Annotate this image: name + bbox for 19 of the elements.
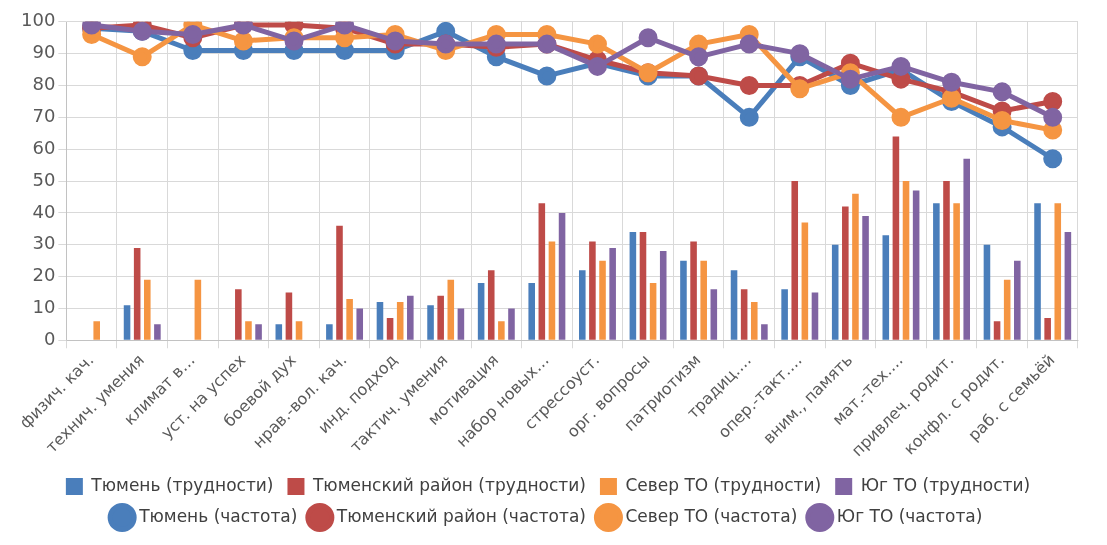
y-tick-label: 90 xyxy=(32,41,56,63)
y-tick-label: 30 xyxy=(32,232,56,254)
legend-label: Тюменский район (частота) xyxy=(335,505,586,526)
legend-label: Север ТО (частота) xyxy=(625,505,798,526)
y-tick-label: 100 xyxy=(21,9,56,31)
legend-label: Юг ТО (частота) xyxy=(836,505,983,526)
y-tick-label: 0 xyxy=(43,327,56,349)
legend-label: Север ТО (трудности) xyxy=(625,474,822,495)
y-tick-label: 70 xyxy=(32,105,56,127)
legend-label: Тюменский район (трудности) xyxy=(311,474,586,495)
legend-label: Тюмень (трудности) xyxy=(90,474,274,495)
y-tick-label: 40 xyxy=(32,200,56,222)
y-tick-label: 50 xyxy=(32,168,56,190)
y-tick-label: 20 xyxy=(32,264,56,286)
y-tick-label: 10 xyxy=(32,296,56,318)
legend-label: Тюмень (частота) xyxy=(138,505,298,526)
y-tick-label: 80 xyxy=(32,73,56,95)
legend-label: Юг ТО (трудности) xyxy=(860,474,1031,495)
y-tick-label: 60 xyxy=(32,136,56,158)
